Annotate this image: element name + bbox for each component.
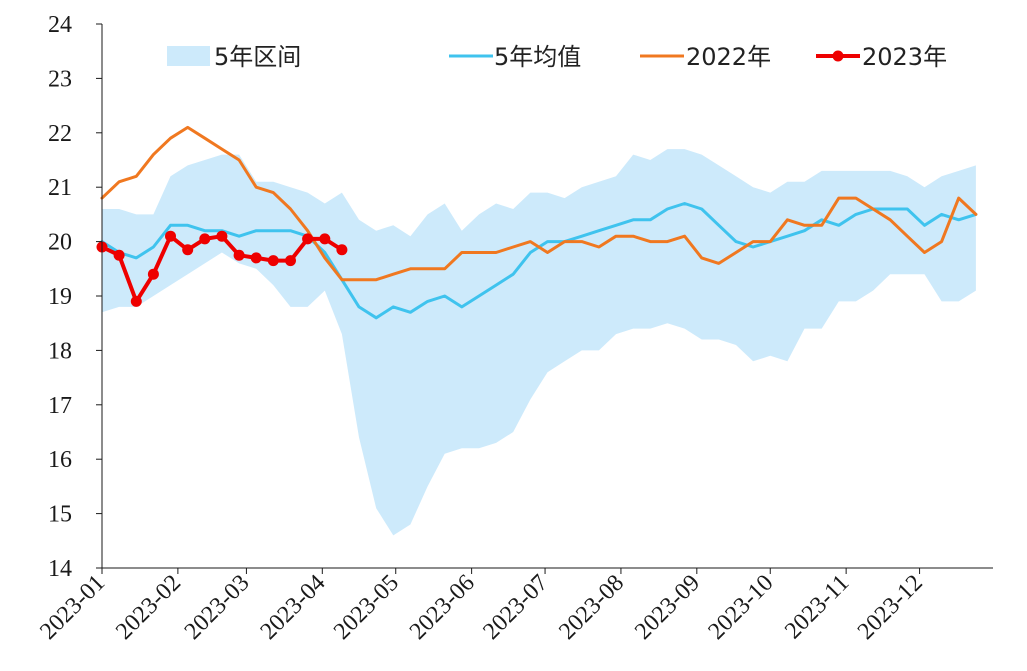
series-line-2022 bbox=[100, 125, 978, 282]
y-tick-label: 23 bbox=[48, 66, 72, 92]
x-tick-label: 2023-07 bbox=[478, 570, 553, 645]
y-tick-label: 14 bbox=[48, 556, 72, 582]
y-tick-label: 16 bbox=[48, 447, 72, 473]
x-tick-label: 2023-06 bbox=[405, 570, 480, 645]
y-tick-label: 19 bbox=[48, 284, 72, 310]
y-tick-label: 17 bbox=[48, 393, 72, 419]
legend-swatch-band bbox=[167, 46, 210, 66]
series-point-2023 bbox=[113, 249, 125, 261]
band-5yr-range bbox=[102, 149, 976, 536]
y-tick-label: 18 bbox=[48, 338, 72, 364]
series-point-2023 bbox=[147, 268, 159, 280]
legend-label-2022: 2022年 bbox=[686, 43, 771, 71]
x-tick-label: 2023-09 bbox=[630, 570, 705, 645]
series-point-2023 bbox=[285, 255, 296, 267]
y-tick-label: 15 bbox=[48, 502, 72, 528]
y-tick-label: 22 bbox=[48, 121, 72, 147]
legend-marker-2023 bbox=[832, 50, 844, 62]
series-point-2023 bbox=[250, 252, 262, 264]
series-point-2023 bbox=[336, 244, 348, 256]
series-point-2023 bbox=[267, 255, 279, 267]
series-point-2023 bbox=[182, 244, 194, 256]
legend-item-2022: 2022年 bbox=[640, 43, 771, 71]
x-tick-label: 2023-11 bbox=[780, 570, 854, 644]
series-2023 bbox=[96, 230, 348, 307]
series-point-2023 bbox=[130, 295, 142, 307]
x-tick-label: 2023-04 bbox=[256, 570, 331, 645]
series-point-2023 bbox=[302, 233, 314, 245]
legend-label-mean: 5年均值 bbox=[494, 43, 581, 71]
series-point-2023 bbox=[165, 230, 176, 242]
series-point-2023 bbox=[216, 230, 228, 242]
legend-label-band: 5年区间 bbox=[214, 43, 301, 71]
y-tick-label: 24 bbox=[48, 12, 72, 38]
x-tick-label: 2023-01 bbox=[35, 570, 110, 645]
y-tick-label: 20 bbox=[48, 230, 72, 256]
x-tick-label: 2023-12 bbox=[853, 570, 928, 645]
series-layer bbox=[96, 125, 978, 320]
x-tick-label: 2023-10 bbox=[704, 570, 779, 645]
series-point-2023 bbox=[233, 249, 245, 261]
series-point-2023 bbox=[319, 233, 331, 245]
legend-item-mean: 5年均值 bbox=[449, 43, 581, 71]
legend-item-band: 5年区间 bbox=[167, 43, 301, 71]
series-point-2023 bbox=[199, 233, 211, 245]
x-tick-label: 2023-02 bbox=[111, 570, 186, 645]
x-tick-label: 2023-08 bbox=[554, 570, 629, 645]
legend: 5年区间 5年均值 2022年 2023年 bbox=[167, 43, 947, 71]
y-tick-label: 21 bbox=[48, 175, 72, 201]
series-2022 bbox=[100, 125, 978, 282]
legend-item-2023: 2023年 bbox=[816, 43, 947, 71]
x-tick-label: 2023-05 bbox=[329, 570, 404, 645]
x-tick-label: 2023-03 bbox=[180, 570, 255, 645]
y-ticks: 14 15 16 17 18 19 20 21 22 23 24 bbox=[48, 12, 102, 582]
legend-label-2023: 2023年 bbox=[862, 43, 947, 71]
